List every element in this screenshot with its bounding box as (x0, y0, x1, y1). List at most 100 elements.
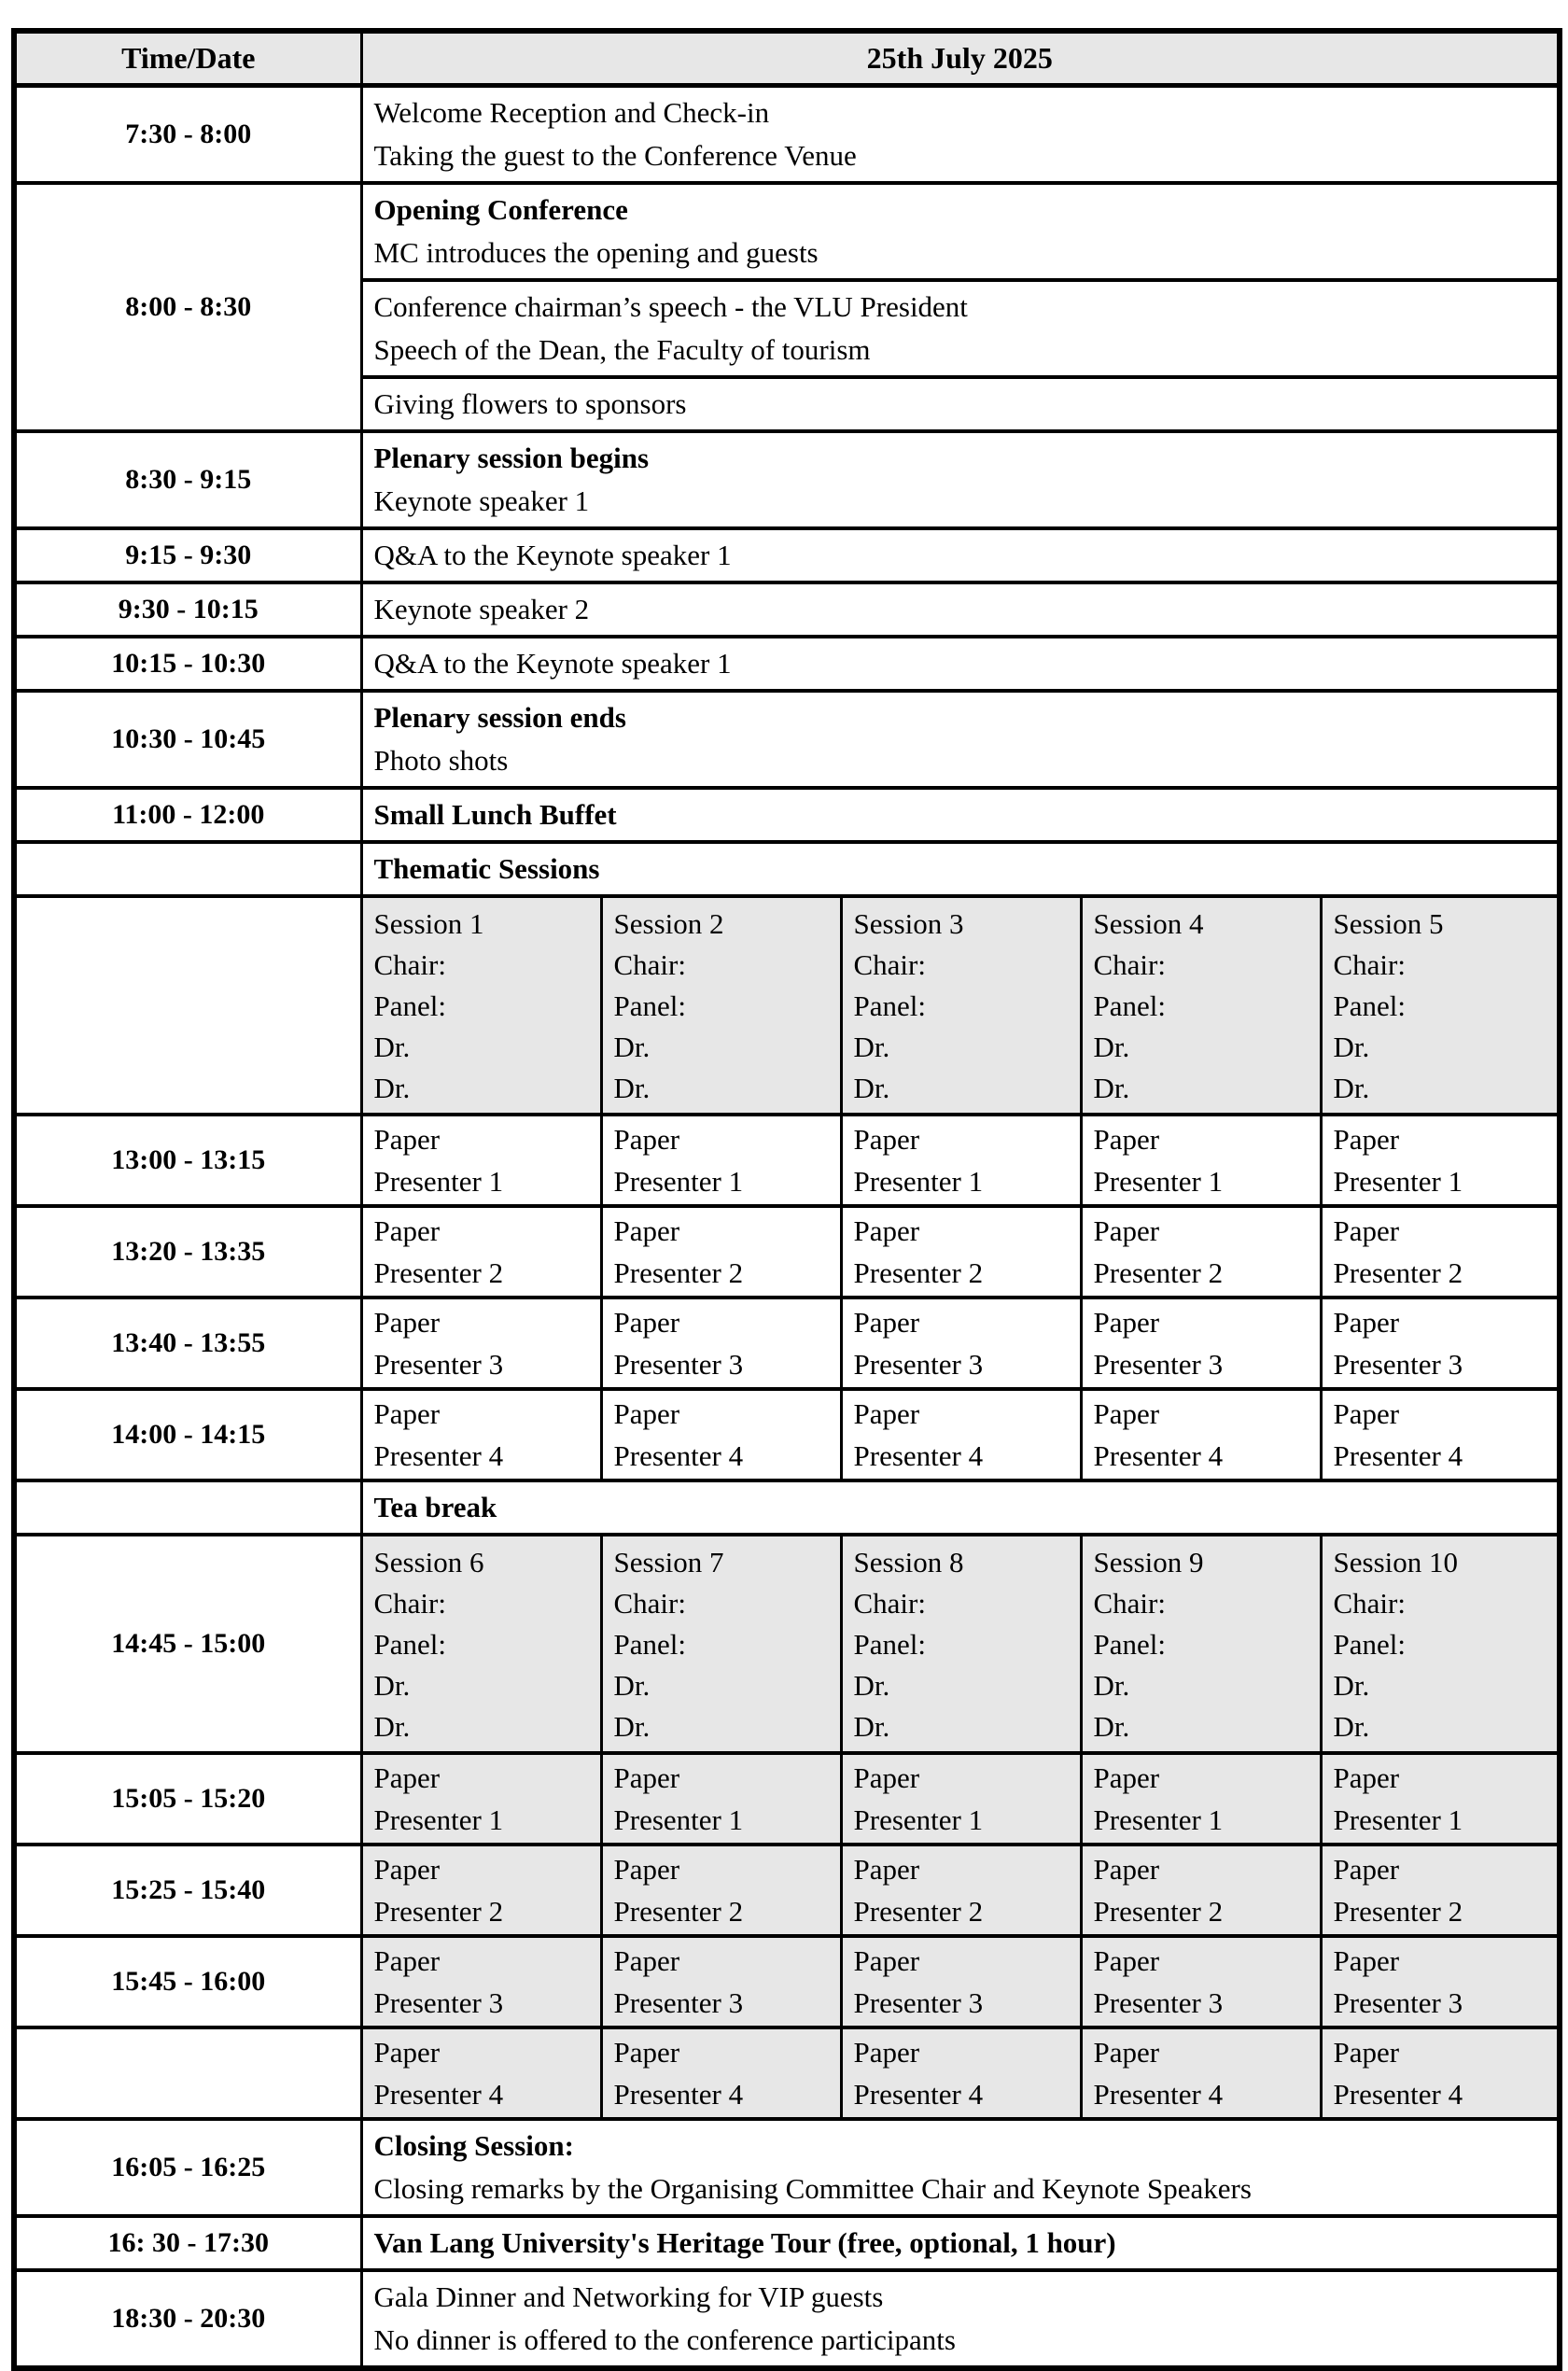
paper-label: Paper (1333, 1943, 1400, 1977)
session-panel-label: Panel: (1093, 989, 1167, 1022)
event-cell: Conference chairman’s speech - the VLU P… (359, 277, 1561, 379)
session-panel-label: Panel: (853, 989, 927, 1022)
time-cell: 15:45 - 16:00 (12, 1933, 363, 2029)
row-plenary-ends: 10:30 - 10:45 Plenary session ends Photo… (12, 688, 1561, 790)
time-cell: 14:45 - 15:00 (12, 1532, 363, 1755)
presenter-label: Presenter 2 (853, 1894, 984, 1928)
paper-cell: Paper Presenter 2 (1079, 1203, 1323, 1299)
paper-label: Paper (1333, 1305, 1400, 1339)
event-line: Welcome Reception and Check-in (373, 95, 770, 129)
session-chair-label: Chair: (1333, 947, 1407, 981)
paper-label: Paper (613, 1761, 680, 1794)
time-cell: 7:30 - 8:00 (12, 83, 363, 185)
row-papers-presenter-4: 14:00 - 14:15 Paper Presenter 4 Paper Pres… (12, 1386, 1561, 1482)
paper-label: Paper (1093, 1305, 1160, 1339)
paper-cell: Paper Presenter 1 (359, 1112, 603, 1208)
row-qa-1: 9:15 - 9:30 Q&A to the Keynote speaker 1 (12, 526, 1561, 584)
paper-label: Paper (613, 1396, 680, 1430)
row-keynote-2: 9:30 - 10:15 Keynote speaker 2 (12, 580, 1561, 638)
session-dr-label: Dr. (1093, 1030, 1130, 1063)
paper-cell: Paper Presenter 1 (839, 1112, 1083, 1208)
presenter-label: Presenter 3 (613, 1985, 744, 2019)
session-title: Session 6 (373, 1545, 484, 1578)
event-line: No dinner is offered to the conference p… (373, 2322, 956, 2356)
paper-label: Paper (1333, 2035, 1400, 2069)
event-cell: Welcome Reception and Check-in Taking th… (359, 83, 1561, 185)
presenter-label: Presenter 2 (373, 1256, 504, 1289)
session-chair-label: Chair: (1333, 1586, 1407, 1620)
event-line: Gala Dinner and Networking for VIP guest… (373, 2280, 884, 2313)
event-line: Giving flowers to sponsors (373, 386, 687, 420)
time-cell-empty (12, 1478, 363, 1536)
paper-label: Paper (373, 1214, 441, 1247)
presenter-label: Presenter 4 (1333, 1438, 1463, 1472)
paper-cell: Paper Presenter 4 (359, 1386, 603, 1482)
paper-label: Paper (1093, 2035, 1160, 2069)
presenter-label: Presenter 3 (373, 1347, 504, 1381)
paper-cell: Paper Presenter 4 (1079, 2025, 1323, 2121)
presenter-label: Presenter 4 (853, 2077, 984, 2111)
event-line: Taking the guest to the Conference Venue (373, 138, 857, 172)
time-cell-empty (12, 2025, 363, 2121)
paper-label: Paper (373, 1761, 441, 1794)
event-line: Speech of the Dean, the Faculty of touri… (373, 332, 871, 366)
header-date: 25th July 2025 (359, 29, 1561, 88)
paper-cell: Paper Presenter 3 (839, 1933, 1083, 2029)
session-dr-label: Dr. (373, 1668, 411, 1702)
presenter-label: Presenter 1 (1093, 1164, 1224, 1198)
paper-cell: Paper Presenter 3 (1079, 1933, 1323, 2029)
session-chair-label: Chair: (373, 1586, 447, 1620)
presenter-label: Presenter 4 (373, 2077, 504, 2111)
paper-label: Paper (853, 1761, 920, 1794)
time-cell: 9:30 - 10:15 (12, 580, 363, 638)
paper-label: Paper (373, 1305, 441, 1339)
paper-label: Paper (853, 1396, 920, 1430)
paper-cell: Paper Presenter 4 (359, 2025, 603, 2121)
paper-label: Paper (853, 1852, 920, 1886)
session-panel-label: Panel: (1333, 989, 1407, 1022)
row-sessions-1-5: Session 1 Chair: Panel: Dr. Dr. Session … (12, 893, 1561, 1116)
time-cell: 10:15 - 10:30 (12, 634, 363, 693)
time-cell: 8:30 - 9:15 (12, 428, 363, 530)
paper-cell: Paper Presenter 1 (599, 1750, 843, 1846)
time-cell: 8:00 - 8:30 (12, 180, 363, 433)
row-qa-2: 10:15 - 10:30 Q&A to the Keynote speaker… (12, 634, 1561, 693)
table-header-row: Time/Date 25th July 2025 (12, 29, 1561, 88)
paper-label: Paper (613, 1943, 680, 1977)
session-dr-label: Dr. (613, 1071, 651, 1104)
event-title: Opening Conference (373, 192, 628, 226)
session-dr-label: Dr. (1093, 1071, 1130, 1104)
paper-label: Paper (613, 1852, 680, 1886)
event-cell: Van Lang University's Heritage Tour (fre… (359, 2213, 1561, 2272)
presenter-label: Presenter 3 (1333, 1985, 1463, 2019)
paper-cell: Paper Presenter 4 (839, 1386, 1083, 1482)
time-cell: 9:15 - 9:30 (12, 526, 363, 584)
session-dr-label: Dr. (1093, 1668, 1130, 1702)
paper-cell: Paper Presenter 2 (599, 1203, 843, 1299)
session-cell: Session 8 Chair: Panel: Dr. Dr. (839, 1532, 1083, 1755)
presenter-label: Presenter 4 (853, 1438, 984, 1472)
paper-label: Paper (373, 1122, 441, 1156)
paper-label: Paper (1333, 1761, 1400, 1794)
presenter-label: Presenter 3 (1093, 1347, 1224, 1381)
presenter-label: Presenter 3 (373, 1985, 504, 2019)
paper-cell: Paper Presenter 3 (839, 1295, 1083, 1391)
paper-cell: Paper Presenter 4 (599, 2025, 843, 2121)
presenter-label: Presenter 3 (1333, 1347, 1463, 1381)
presenter-label: Presenter 1 (1093, 1803, 1224, 1836)
presenter-label: Presenter 2 (853, 1256, 984, 1289)
presenter-label: Presenter 2 (373, 1894, 504, 1928)
presenter-label: Presenter 4 (613, 1438, 744, 1472)
session-panel-label: Panel: (1093, 1627, 1167, 1661)
presenter-label: Presenter 2 (1093, 1256, 1224, 1289)
paper-cell: Paper Presenter 2 (839, 1842, 1083, 1938)
session-dr-label: Dr. (1333, 1668, 1370, 1702)
paper-label: Paper (373, 1852, 441, 1886)
event-cell: Gala Dinner and Networking for VIP guest… (359, 2267, 1561, 2370)
row-lunch: 11:00 - 12:00 Small Lunch Buffet (12, 785, 1561, 844)
paper-cell: Paper Presenter 3 (599, 1933, 843, 2029)
presenter-label: Presenter 2 (613, 1894, 744, 1928)
session-cell: Session 10 Chair: Panel: Dr. Dr. (1319, 1532, 1561, 1755)
paper-label: Paper (1093, 1852, 1160, 1886)
presenter-label: Presenter 1 (613, 1164, 744, 1198)
